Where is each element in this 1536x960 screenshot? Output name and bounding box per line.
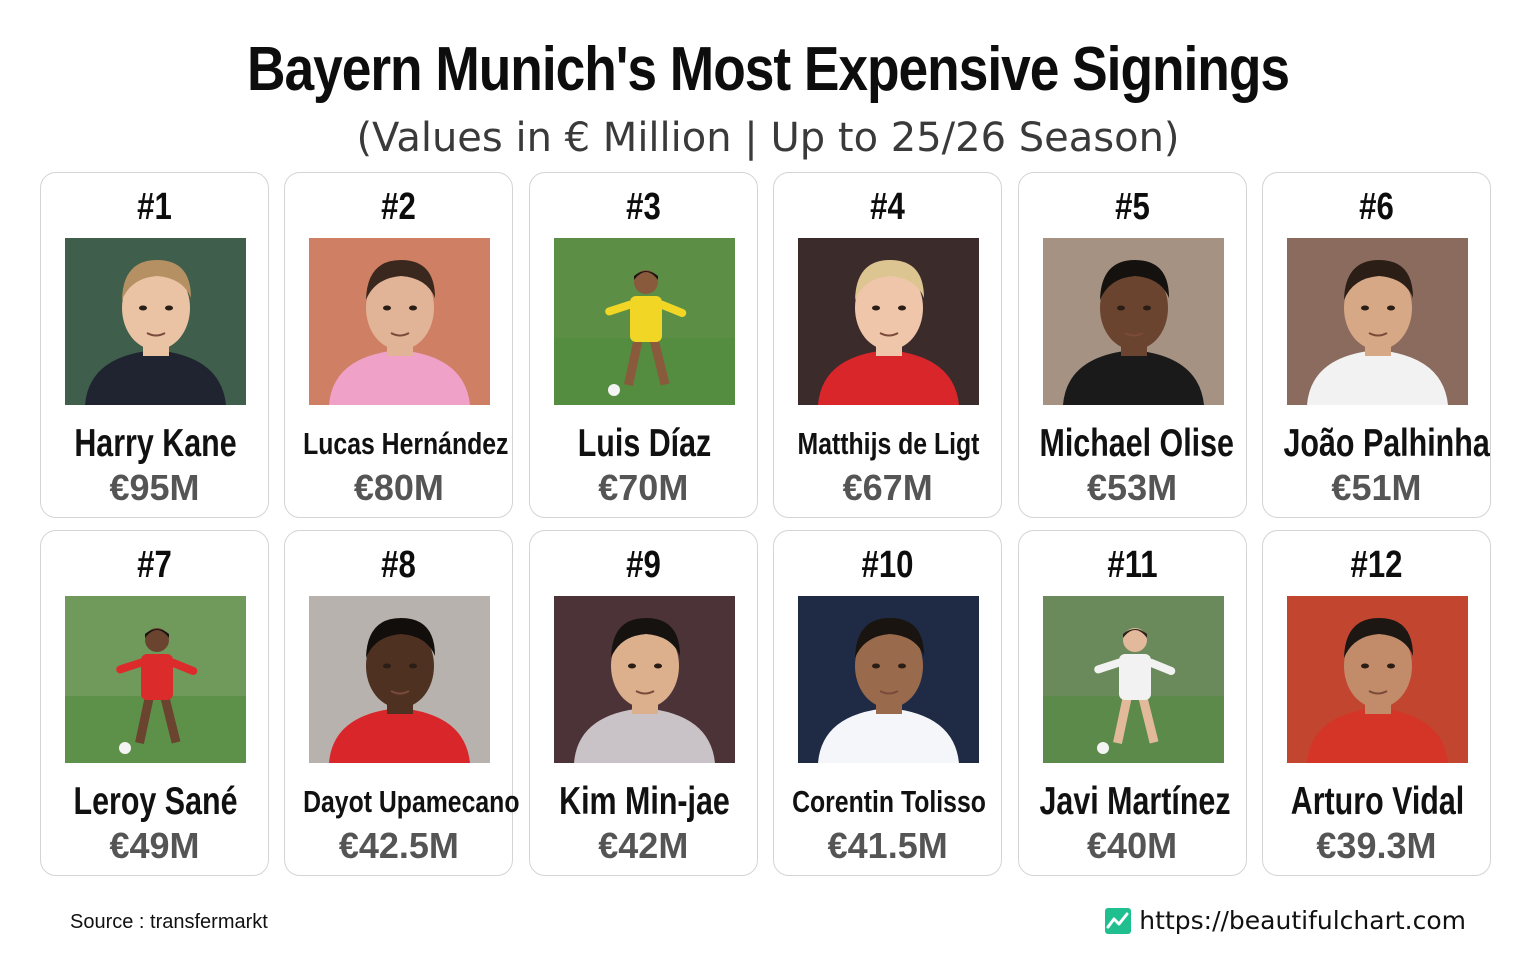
player-rank: #3 [625, 186, 661, 228]
player-photo [65, 596, 246, 763]
player-card: #12 Arturo Vidal €39.3M [1261, 530, 1491, 876]
transfer-fee: €39.3M [1316, 825, 1437, 866]
player-photo [309, 596, 491, 763]
player-name: Javi Martínez [1039, 780, 1231, 823]
player-photo [798, 596, 980, 763]
player-rank: #10 [861, 544, 914, 586]
player-card: #11 Javi Martínez €40M [1017, 530, 1247, 876]
chart-title: Bayern Munich's Most Expensive Signings [246, 35, 1290, 104]
player-card: #5 Michael Olise €53M [1017, 172, 1247, 518]
player-rank: #9 [625, 544, 661, 586]
player-rank: #8 [381, 544, 417, 586]
transfer-fee: €41.5M [827, 825, 948, 866]
player-photo [1286, 238, 1468, 405]
player-card: #1 Harry Kane €95M [40, 172, 269, 518]
player-card: #2 Lucas Hernández €80M [284, 172, 514, 518]
player-rank: #2 [381, 186, 417, 228]
transfer-fee: €49M [109, 825, 200, 866]
transfer-fee: €67M [842, 467, 933, 508]
transfer-fee: €53M [1087, 467, 1178, 508]
transfer-fee: €40M [1087, 825, 1178, 866]
player-name: Lucas Hernández [303, 426, 509, 461]
brand-link[interactable]: https://beautifulchart.com [1105, 904, 1466, 938]
transfer-fee: €42.5M [338, 825, 459, 866]
player-card: #10 Corentin Tolisso €41.5M [773, 530, 1003, 876]
player-card: #7 Leroy Sané €49M [40, 530, 269, 876]
player-name: João Palhinha [1283, 422, 1490, 465]
player-name: Leroy Sané [73, 780, 238, 823]
player-name: Corentin Tolisso [792, 784, 987, 819]
player-name: Harry Kane [74, 422, 237, 465]
player-rank: #5 [1114, 186, 1150, 228]
player-photo [1042, 238, 1224, 405]
player-name: Dayot Upamecano [303, 784, 520, 819]
player-card: #9 Kim Min-jae €42M [528, 530, 758, 876]
player-card: #3 Luis Díaz €70M [528, 172, 758, 518]
player-rank: #4 [870, 186, 906, 228]
player-photo [1286, 596, 1468, 763]
transfer-fee: €95M [109, 467, 200, 508]
transfer-fee: €51M [1331, 467, 1422, 508]
player-card: #6 João Palhinha €51M [1261, 172, 1491, 518]
transfer-fee: €70M [598, 467, 689, 508]
transfer-fee: €42M [598, 825, 689, 866]
player-rank: #11 [1106, 544, 1158, 586]
player-card: #8 Dayot Upamecano €42.5M [284, 530, 520, 876]
player-photo [798, 238, 980, 405]
player-rank: #7 [137, 544, 172, 586]
brand-url[interactable]: https://beautifulchart.com [1139, 906, 1466, 935]
player-name: Michael Olise [1039, 422, 1234, 465]
player-name: Kim Min-jae [558, 780, 730, 823]
player-photo [553, 238, 735, 405]
player-photo [1042, 596, 1224, 763]
player-photo [553, 596, 735, 763]
chart-line-icon [1105, 908, 1132, 934]
player-name: Arturo Vidal [1290, 780, 1465, 823]
player-photo [65, 238, 246, 405]
player-rank: #12 [1350, 544, 1403, 586]
chart-subtitle: (Values in € Million | Up to 25/26 Seaso… [356, 115, 1180, 161]
player-name: Matthijs de Ligt [797, 426, 980, 461]
player-name: Luis Díaz [577, 422, 712, 465]
player-card: #4 Matthijs de Ligt €67M [773, 172, 1003, 518]
player-card-grid: #1 Harry Kane €95M #2 Lucas Hernández €80M #3 L… [40, 172, 1494, 876]
source-note: Source : transfermarkt [70, 911, 268, 933]
transfer-fee: €80M [353, 467, 444, 508]
player-photo [309, 238, 491, 405]
player-rank: #1 [137, 186, 172, 228]
player-rank: #6 [1359, 186, 1394, 228]
